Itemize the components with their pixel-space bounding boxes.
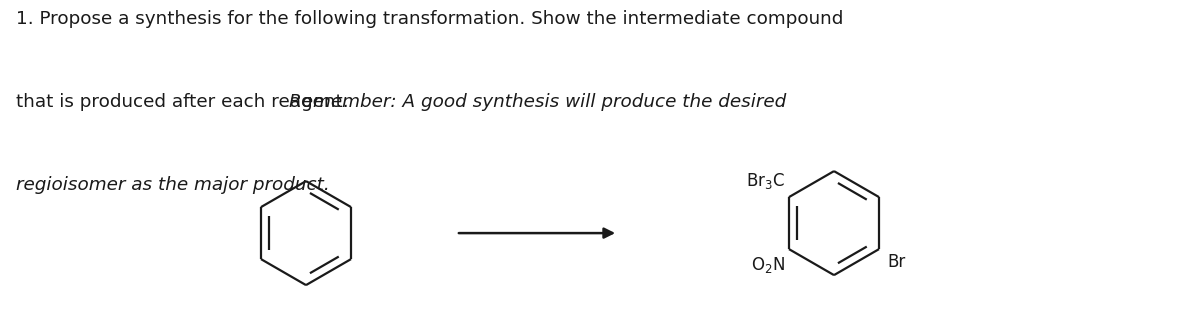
- Text: 1. Propose a synthesis for the following transformation. Show the intermediate c: 1. Propose a synthesis for the following…: [16, 10, 842, 28]
- Text: Br$_3$C: Br$_3$C: [746, 171, 785, 191]
- Text: Br: Br: [887, 253, 905, 271]
- Text: O$_2$N: O$_2$N: [751, 255, 785, 275]
- Text: that is produced after each reagent.: that is produced after each reagent.: [16, 93, 354, 111]
- Text: regioisomer as the major product.: regioisomer as the major product.: [16, 176, 329, 194]
- Text: Remember: A good synthesis will produce the desired: Remember: A good synthesis will produce …: [289, 93, 786, 111]
